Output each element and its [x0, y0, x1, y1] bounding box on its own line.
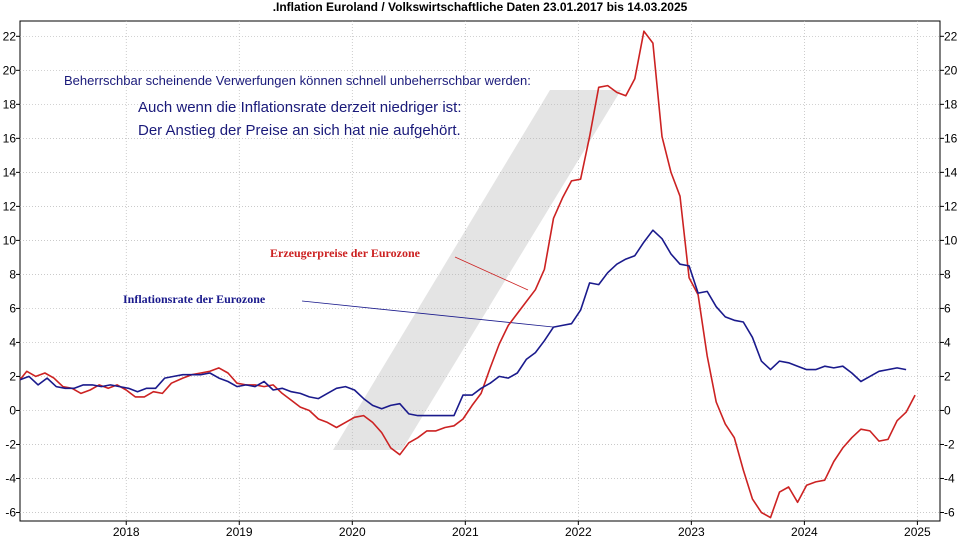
- y-tick-label-right: 18: [944, 97, 958, 111]
- y-tick-label-left: 14: [3, 165, 17, 179]
- y-tick-label-right: 8: [944, 267, 951, 281]
- x-tick-label: 2024: [791, 525, 818, 539]
- y-tick-label-right: 12: [944, 199, 958, 213]
- y-tick-label-right: -6: [944, 505, 955, 519]
- annotation-line-2: Der Anstieg der Preise an sich hat nie a…: [138, 122, 461, 139]
- x-tick-label: 2022: [565, 525, 592, 539]
- y-tick-label-left: 18: [3, 97, 17, 111]
- annotation-note: Beherrschbar scheinende Verwerfungen kön…: [64, 73, 531, 88]
- y-tick-label-right: 6: [944, 301, 951, 315]
- watermark-slash: [333, 90, 621, 450]
- y-tick-label-right: -2: [944, 437, 955, 451]
- y-tick-label-left: 20: [3, 63, 17, 77]
- x-tick-label: 2018: [113, 525, 140, 539]
- x-tick-label: 2020: [339, 525, 366, 539]
- series-lines: [19, 30, 916, 519]
- y-tick-label-left: -4: [5, 471, 16, 485]
- x-tick-label: 2025: [904, 525, 931, 539]
- y-tick-label-left: 22: [3, 29, 17, 43]
- y-tick-label-left: 2: [9, 369, 16, 383]
- y-tick-label-left: 0: [9, 403, 16, 417]
- y-tick-label-left: 6: [9, 301, 16, 315]
- y-tick-label-right: 2: [944, 369, 951, 383]
- y-tick-label-left: -6: [5, 505, 16, 519]
- y-tick-label-right: 4: [944, 335, 951, 349]
- y-tick-label-left: 4: [9, 335, 16, 349]
- series-pointer-ppi: [454, 256, 529, 291]
- y-tick-label-left: 12: [3, 199, 17, 213]
- cpi-line: [19, 229, 907, 417]
- y-tick-label-left: 8: [9, 267, 16, 281]
- annotation-line-1: Auch wenn die Inflationsrate derzeit nie…: [138, 99, 462, 116]
- y-tick-label-right: 0: [944, 403, 951, 417]
- y-tick-label-left: 16: [3, 131, 17, 145]
- ppi-line: [19, 30, 916, 519]
- y-tick-label-right: 22: [944, 29, 958, 43]
- y-tick-label-right: 16: [944, 131, 958, 145]
- y-tick-label-left: 10: [3, 233, 17, 247]
- y-tick-label-right: -4: [944, 471, 955, 485]
- x-tick-label: 2021: [452, 525, 479, 539]
- y-tick-label-right: 20: [944, 63, 958, 77]
- x-tick-label: 2023: [678, 525, 705, 539]
- chart-title: .Inflation Euroland / Volkswirtschaftlic…: [273, 0, 688, 14]
- x-tick-label: 2019: [226, 525, 253, 539]
- y-tick-label-right: 10: [944, 233, 958, 247]
- series-label-ppi: Erzeugerpreise der Eurozone: [270, 246, 421, 260]
- series-label-cpi: Inflationsrate der Eurozone: [123, 292, 266, 306]
- gridlines: [20, 21, 940, 521]
- y-tick-label-right: 14: [944, 165, 958, 179]
- y-tick-label-left: -2: [5, 437, 16, 451]
